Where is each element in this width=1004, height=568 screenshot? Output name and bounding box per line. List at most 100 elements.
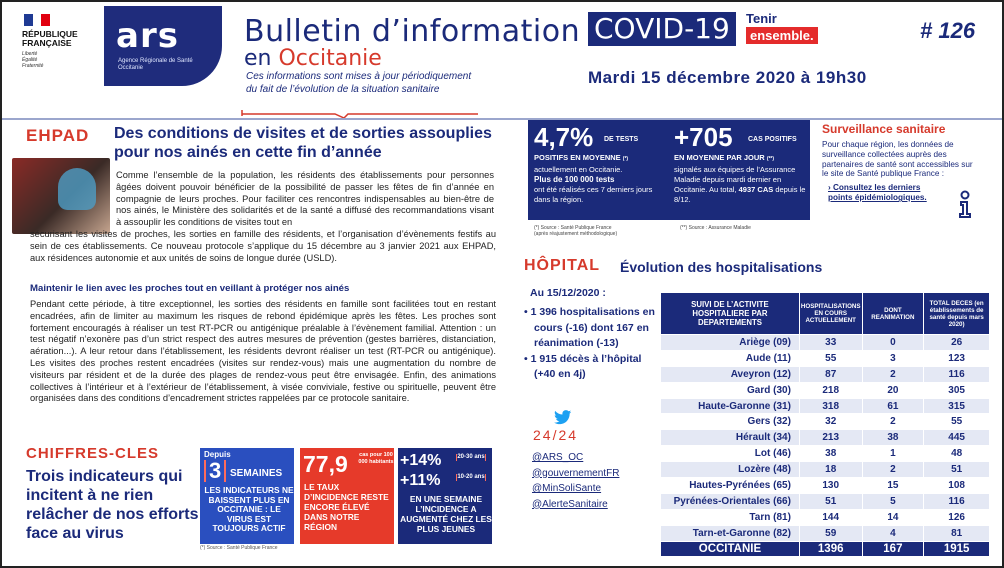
table-cell-dept: Ariège (09) bbox=[660, 334, 800, 351]
stats-source-1-line2: (après réajustement méthodologique) bbox=[534, 231, 618, 237]
surveillance-link-text[interactable]: Consultez les derniers points épidémiolo… bbox=[828, 183, 927, 203]
table-row: Gard (30) 218 20 305 bbox=[660, 381, 990, 399]
ars-wordmark: ars bbox=[116, 16, 179, 56]
header-divider bbox=[0, 118, 1004, 120]
indicator-young-age-1: 20-30 ans bbox=[456, 454, 486, 461]
social-link-alertesanitaire[interactable]: @AlerteSanitaire bbox=[532, 498, 608, 510]
hopital-bullet-2-text: 1 915 décès à l’hôpital (+40 en 4j) bbox=[530, 352, 642, 381]
table-cell-deces: 305 bbox=[923, 381, 990, 399]
table-row: Lozère (48) 18 2 51 bbox=[660, 461, 990, 479]
indicator-young-number-1: +14% bbox=[400, 452, 442, 469]
hopital-title: Évolution des hospitalisations bbox=[620, 259, 823, 275]
cases-sub-text: EN MOYENNE PAR JOUR bbox=[674, 153, 765, 162]
table-cell-dept: Hautes-Pyrénées (65) bbox=[660, 477, 800, 494]
hopital-bullets: • 1 396 hospitalisations en cours (-16) … bbox=[520, 305, 658, 383]
positivity-bold: Plus de 100 000 tests bbox=[534, 175, 615, 184]
table-cell-dept: Aveyron (12) bbox=[660, 365, 800, 383]
table-cell-deces: 315 bbox=[923, 397, 990, 415]
stats-box: 4,7% DE TESTS POSITIFS EN MOYENNE (*) ac… bbox=[528, 120, 810, 220]
table-cell-deces: 48 bbox=[923, 445, 990, 463]
update-note-line1: Ces informations sont mises à jour pério… bbox=[246, 71, 472, 82]
ehpad-paragraph-1a: Comme l’ensemble de la population, les r… bbox=[116, 170, 494, 228]
social-links: @ARS_OC @gouvernementFR @MinSoliSante @A… bbox=[532, 450, 619, 512]
table-cell-deces: 445 bbox=[923, 429, 990, 447]
ars-logo: ars Agence Régionale de Santé Occitanie bbox=[104, 6, 222, 86]
table-header-dept: SUIVI DE L’ACTIVITE HOSPITALIERE PAR DEP… bbox=[660, 292, 800, 335]
ehpad-paragraph-1b: sécurisant les visites de proches, les s… bbox=[30, 229, 496, 263]
table-cell-dept: Pyrénées-Orientales (66) bbox=[660, 492, 800, 510]
indicator-weeks-top: Depuis bbox=[204, 450, 231, 459]
table-cell-hosp: 55 bbox=[798, 349, 863, 367]
table-cell-rea: 3 bbox=[861, 349, 925, 367]
hopital-bullet-2: • 1 915 décès à l’hôpital (+40 en 4j) bbox=[524, 352, 642, 381]
cases-text-1: signalés aux équipes de l’Assurance Mala… bbox=[674, 165, 796, 194]
table-cell-dept: Tarn-et-Garonne (82) bbox=[660, 524, 800, 542]
update-note: Ces informations sont mises à jour pério… bbox=[246, 70, 486, 96]
social-link-ars[interactable]: @ARS_OC bbox=[532, 452, 584, 463]
indicator-young-age-2: 10-20 ans bbox=[456, 474, 486, 481]
total-hosp: 1396 bbox=[798, 540, 863, 558]
indicator-weeks: Depuis 3 SEMAINES LES INDICATEURS NE BAI… bbox=[200, 448, 294, 544]
table-row: Aude (11) 55 3 123 bbox=[660, 349, 990, 367]
table-cell-rea: 2 bbox=[861, 365, 925, 383]
table-cell-rea: 38 bbox=[861, 429, 925, 447]
republique-francaise-flag bbox=[24, 14, 51, 26]
table-cell-hosp: 87 bbox=[798, 365, 863, 383]
table-row: Pyrénées-Orientales (66) 51 5 116 bbox=[660, 492, 990, 510]
table-cell-rea: 14 bbox=[861, 508, 925, 526]
issue-number: # 126 bbox=[920, 18, 976, 43]
hopital-date: Au 15/12/2020 : bbox=[530, 287, 606, 299]
rf-motto1: Liberté bbox=[22, 51, 38, 57]
indicator-weeks-unit: SEMAINES bbox=[230, 468, 283, 479]
indicator-incidence-text: LE TAUX D’INCIDENCE RESTE ENCORE ÉLEVÉ D… bbox=[304, 482, 389, 532]
table-cell-dept: Lot (46) bbox=[660, 445, 800, 463]
social-link-gouvernement[interactable]: @gouvernementFR bbox=[532, 467, 620, 479]
twentyfour-label: 24/24 bbox=[533, 427, 579, 443]
region-title: en Occitanie bbox=[244, 46, 382, 71]
ensemble-label: ensemble. bbox=[746, 27, 818, 44]
social-link-minsolisante[interactable]: @MinSoliSante bbox=[532, 483, 602, 494]
table-cell-rea: 61 bbox=[861, 397, 925, 415]
table-row: Tarn-et-Garonne (82) 59 4 81 bbox=[660, 524, 990, 542]
hospital-table: SUIVI DE L’ACTIVITE HOSPITALIERE PAR DEP… bbox=[660, 292, 990, 558]
ehpad-label: EHPAD bbox=[26, 126, 90, 145]
speech-bubble-icon bbox=[241, 110, 478, 118]
stats-source-1: (*) Source : Santé Publique France (aprè… bbox=[534, 225, 617, 237]
cases-unit: CAS POSITIFS bbox=[748, 136, 797, 143]
table-cell-hosp: 51 bbox=[798, 492, 863, 510]
ehpad-photo-mask bbox=[58, 168, 96, 210]
table-cell-rea: 1 bbox=[861, 445, 925, 463]
surveillance-link[interactable]: › Consultez les derniers points épidémio… bbox=[828, 183, 927, 203]
table-cell-dept: Hérault (34) bbox=[660, 429, 800, 447]
tenir-label: Tenir bbox=[746, 11, 777, 26]
table-header-rea: DONT REANIMATION bbox=[861, 292, 925, 335]
table-header-deces: TOTAL DECES (en établissements de santé … bbox=[923, 292, 990, 335]
table-header-hosp: HOSPITALISATIONS EN COURS ACTUELLEMENT bbox=[798, 292, 863, 335]
info-icon bbox=[959, 190, 971, 218]
surveillance-block: Surveillance sanitaire Pour chaque régio… bbox=[816, 120, 980, 230]
table-cell-hosp: 59 bbox=[798, 524, 863, 542]
cases-text-2: depuis le 8/12. bbox=[674, 185, 806, 204]
positivity-sub: POSITIFS EN MOYENNE (*) bbox=[534, 153, 628, 162]
positivity-text-2: ont été réalisés ces 7 derniers jours da… bbox=[534, 185, 653, 204]
region-name: Occitanie bbox=[278, 46, 382, 71]
indicator-incidence-number: 77,9 bbox=[303, 451, 348, 477]
ars-subtitle: Agence Régionale de Santé Occitanie bbox=[118, 58, 193, 71]
table-cell-hosp: 130 bbox=[798, 477, 863, 494]
chiffres-cles-label: CHIFFRES-CLES bbox=[26, 445, 159, 462]
chiffres-cles-title: Trois indicateurs qui incitent à ne rien… bbox=[26, 468, 199, 542]
table-cell-hosp: 33 bbox=[798, 334, 863, 351]
table-cell-rea: 20 bbox=[861, 381, 925, 399]
table-cell-dept: Gard (30) bbox=[660, 381, 800, 399]
total-label: OCCITANIE bbox=[660, 540, 800, 558]
table-cell-dept: Gers (32) bbox=[660, 413, 800, 431]
table-cell-rea: 15 bbox=[861, 477, 925, 494]
table-cell-dept: Haute-Garonne (31) bbox=[660, 397, 800, 415]
table-cell-dept: Aude (11) bbox=[660, 349, 800, 367]
ehpad-subtitle: Maintenir le lien avec les proches tout … bbox=[30, 283, 350, 294]
table-cell-hosp: 218 bbox=[798, 381, 863, 399]
table-cell-deces: 126 bbox=[923, 508, 990, 526]
surveillance-title: Surveillance sanitaire bbox=[822, 122, 946, 136]
total-rea: 167 bbox=[861, 540, 925, 558]
hopital-bullet-1: • 1 396 hospitalisations en cours (-16) … bbox=[524, 306, 655, 349]
